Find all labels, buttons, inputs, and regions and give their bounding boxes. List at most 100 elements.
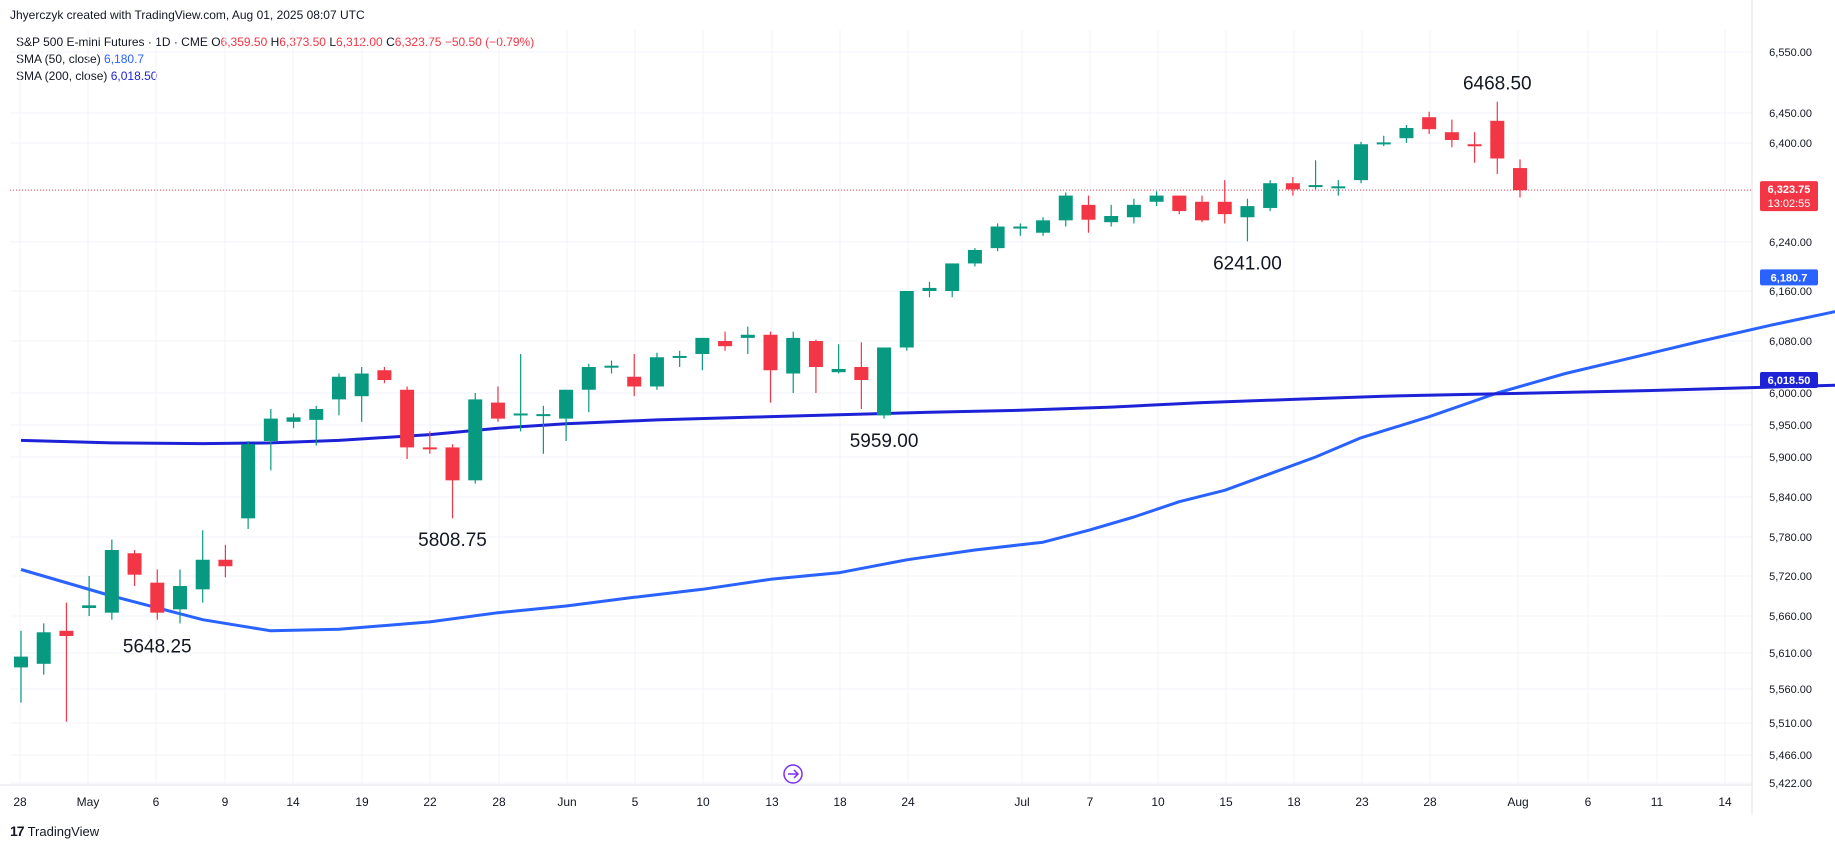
- change-value: −50.50 (−0.79%): [444, 35, 535, 49]
- candle[interactable]: [1308, 160, 1323, 190]
- candle[interactable]: [218, 544, 233, 578]
- x-tick-label: 28: [13, 795, 27, 809]
- y-tick-label: 6,240.00: [1769, 237, 1812, 249]
- candle-body: [36, 632, 51, 664]
- candle[interactable]: [1399, 125, 1414, 143]
- candle[interactable]: [831, 344, 846, 374]
- candle[interactable]: [877, 347, 892, 419]
- candle[interactable]: [1081, 195, 1096, 233]
- candle[interactable]: [536, 405, 551, 454]
- candle-body: [581, 367, 596, 390]
- candle[interactable]: [1240, 198, 1255, 242]
- candle[interactable]: [604, 360, 619, 374]
- candle[interactable]: [1013, 223, 1028, 236]
- candle[interactable]: [718, 331, 733, 351]
- candle[interactable]: [854, 342, 869, 409]
- candle[interactable]: [1354, 141, 1369, 184]
- y-tick-label: 6,160.00: [1769, 286, 1812, 298]
- candle[interactable]: [1467, 132, 1482, 163]
- candle[interactable]: [1149, 191, 1164, 207]
- candle[interactable]: [1195, 195, 1210, 223]
- sma200-value: 6,018.50: [110, 69, 158, 83]
- candles: [14, 101, 1527, 722]
- candle[interactable]: [309, 405, 324, 446]
- candle-body: [309, 409, 324, 420]
- candle[interactable]: [14, 630, 28, 703]
- x-tick-label: 18: [1287, 795, 1301, 809]
- candle[interactable]: [195, 530, 210, 603]
- sma50-label: SMA (50, close): [16, 52, 101, 66]
- candle[interactable]: [172, 569, 187, 624]
- candle[interactable]: [740, 326, 755, 354]
- candle[interactable]: [695, 337, 710, 371]
- candle[interactable]: [468, 393, 483, 484]
- candle[interactable]: [82, 576, 97, 616]
- candle[interactable]: [1285, 177, 1300, 196]
- candle[interactable]: [1422, 111, 1437, 134]
- candle[interactable]: [672, 350, 687, 367]
- candle[interactable]: [59, 602, 74, 722]
- sma200-badge-bg: [1760, 371, 1818, 388]
- candle[interactable]: [990, 223, 1005, 252]
- candle-body: [559, 389, 574, 419]
- candle[interactable]: [1058, 192, 1073, 227]
- candle[interactable]: [945, 263, 960, 298]
- price-annotations: 6468.50 6241.00 5959.00 5808.75 5648.25: [123, 74, 1532, 658]
- candle[interactable]: [1513, 159, 1527, 198]
- candle[interactable]: [1126, 198, 1141, 224]
- candle[interactable]: [513, 354, 528, 432]
- candle[interactable]: [445, 444, 460, 519]
- candle[interactable]: [354, 367, 369, 422]
- candle[interactable]: [241, 441, 256, 529]
- candle[interactable]: [967, 248, 982, 267]
- candle[interactable]: [377, 367, 392, 384]
- candle[interactable]: [1376, 135, 1391, 147]
- candle[interactable]: [786, 331, 801, 393]
- candle[interactable]: [1444, 119, 1459, 148]
- candle-body: [490, 402, 505, 419]
- candle[interactable]: [899, 291, 914, 351]
- candle[interactable]: [1331, 180, 1346, 196]
- candle-body: [1490, 120, 1505, 159]
- candle[interactable]: [150, 569, 165, 620]
- candle[interactable]: [104, 539, 119, 620]
- candle[interactable]: [763, 331, 778, 403]
- candle[interactable]: [1172, 195, 1187, 215]
- x-tick-label: 10: [696, 795, 710, 809]
- y-tick-label: 6,450.00: [1769, 108, 1812, 120]
- symbol-label[interactable]: S&P 500 E-mini Futures · 1D · CME: [16, 35, 208, 49]
- candle[interactable]: [1104, 204, 1119, 227]
- candle[interactable]: [627, 354, 642, 397]
- replay-icon[interactable]: [783, 764, 803, 784]
- candle[interactable]: [808, 339, 823, 393]
- x-tick-label: 18: [833, 795, 847, 809]
- candle[interactable]: [1217, 180, 1232, 224]
- sma50-row[interactable]: SMA (50, close) 6,180.7: [16, 51, 534, 68]
- candle[interactable]: [581, 363, 596, 413]
- sma200-row[interactable]: SMA (200, close) 6,018.50: [16, 68, 534, 85]
- candle-body: [1354, 144, 1369, 181]
- candle[interactable]: [331, 373, 346, 416]
- candle[interactable]: [286, 413, 301, 429]
- candle[interactable]: [1036, 217, 1051, 236]
- y-tick-label: 5,720.00: [1769, 571, 1812, 583]
- open-label: O: [211, 35, 221, 49]
- candle[interactable]: [649, 352, 664, 390]
- candle[interactable]: [263, 409, 278, 471]
- candle[interactable]: [922, 281, 937, 298]
- candle-body: [241, 444, 256, 519]
- price-annotation: 6241.00: [1213, 253, 1282, 274]
- candle[interactable]: [1263, 180, 1278, 212]
- candle[interactable]: [36, 623, 51, 675]
- candle-body: [82, 605, 97, 608]
- candle[interactable]: [422, 431, 437, 454]
- sma50-badge-bg: [1760, 269, 1818, 286]
- candle[interactable]: [127, 550, 142, 586]
- candle[interactable]: [1490, 101, 1505, 174]
- candle[interactable]: [559, 389, 574, 441]
- tradingview-logo-icon[interactable]: 17: [10, 823, 25, 839]
- countdown-label: 13:02:55: [1768, 198, 1811, 210]
- candle[interactable]: [490, 386, 505, 422]
- candle[interactable]: [400, 386, 415, 460]
